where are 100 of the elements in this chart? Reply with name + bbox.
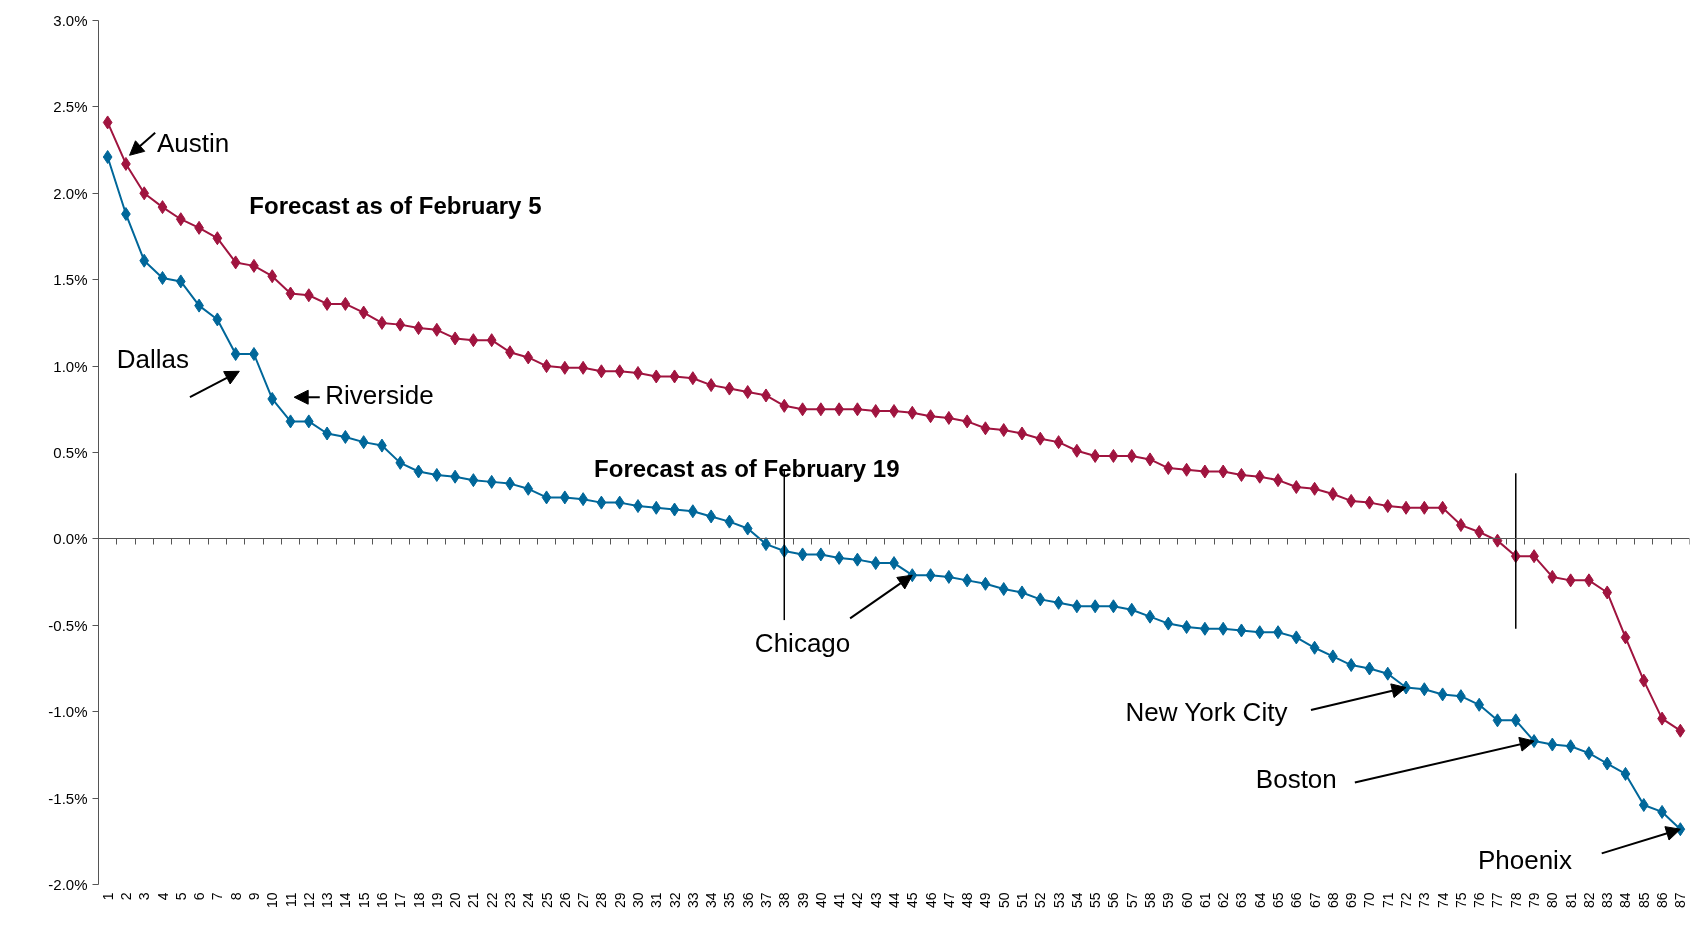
y-tick-label: 3.0%: [53, 12, 88, 29]
x-tick-label: 3: [136, 892, 153, 901]
x-tick-label: 27: [575, 892, 592, 909]
x-tick-label: 85: [1635, 892, 1652, 909]
x-tick-label: 80: [1544, 892, 1561, 909]
x-tick-label: 23: [501, 892, 518, 909]
x-tick-label: 32: [666, 892, 683, 909]
y-tick-label: 1.5%: [53, 271, 88, 289]
x-tick-label: 65: [1270, 892, 1287, 909]
x-tick-label: 20: [447, 892, 464, 909]
x-tick-label: 41: [831, 892, 848, 909]
x-tick-label: 40: [812, 892, 829, 909]
x-tick-label: 70: [1361, 892, 1378, 909]
y-tick-label: 0.5%: [53, 444, 88, 461]
x-tick-label: 19: [428, 892, 445, 909]
x-tick-label: 82: [1580, 892, 1597, 909]
x-tick-label: 86: [1654, 892, 1671, 909]
x-tick-label: 10: [264, 892, 281, 909]
x-tick-label: 28: [593, 892, 610, 909]
y-tick-label: 2.0%: [53, 184, 88, 202]
annotation: New York City: [1125, 696, 1288, 727]
series-label: Forecast as of February 5: [249, 191, 542, 219]
annotation: Riverside: [325, 380, 434, 411]
x-tick-label: 72: [1398, 892, 1415, 909]
x-tick-label: 53: [1050, 892, 1067, 909]
x-tick-label: 6: [191, 892, 208, 901]
x-tick-label: 34: [703, 892, 720, 909]
x-tick-label: 58: [1142, 892, 1159, 909]
x-tick-label: 52: [1032, 892, 1049, 909]
x-tick-label: 12: [300, 892, 317, 909]
x-tick-label: 49: [977, 892, 994, 909]
x-tick-label: 48: [959, 892, 976, 909]
x-tick-label: 38: [776, 892, 793, 909]
x-tick-label: 4: [154, 892, 171, 901]
x-tick-label: 22: [483, 892, 500, 909]
annotation: Boston: [1255, 764, 1337, 795]
x-tick-label: 74: [1434, 892, 1451, 909]
x-tick-label: 1: [99, 892, 116, 901]
x-tick-label: 60: [1178, 892, 1195, 909]
x-tick-label: 8: [227, 892, 244, 901]
x-tick-label: 7: [209, 892, 226, 901]
x-tick-label: 83: [1599, 892, 1616, 909]
y-tick-label: 1.0%: [53, 357, 88, 375]
x-tick-label: 33: [684, 892, 701, 909]
x-tick-label: 42: [849, 892, 866, 909]
x-tick-label: 25: [538, 892, 555, 909]
x-tick-label: 35: [721, 892, 738, 909]
x-tick-label: 46: [922, 892, 939, 909]
x-tick-label: 29: [611, 892, 628, 909]
annotation: Chicago: [754, 627, 851, 658]
x-tick-label: 17: [392, 892, 409, 909]
x-tick-label: 30: [629, 892, 646, 909]
y-tick-label: -0.5%: [48, 616, 88, 634]
x-tick-label: 77: [1489, 892, 1506, 909]
x-tick-label: 9: [245, 892, 262, 901]
x-tick-label: 57: [1123, 892, 1140, 909]
x-tick-label: 26: [556, 892, 573, 909]
y-tick-label: -1.0%: [48, 703, 88, 721]
x-tick-label: 64: [1251, 892, 1268, 909]
x-tick-label: 68: [1324, 892, 1341, 909]
x-tick-label: 15: [355, 892, 372, 909]
x-tick-label: 43: [867, 892, 884, 909]
x-tick-label: 59: [1160, 892, 1177, 909]
x-tick-label: 87: [1672, 892, 1689, 909]
x-tick-label: 55: [1087, 892, 1104, 909]
x-tick-label: 56: [1105, 892, 1122, 909]
x-tick-label: 21: [465, 892, 482, 909]
x-tick-label: 63: [1233, 892, 1250, 909]
x-tick-label: 16: [373, 892, 390, 909]
x-tick-label: 11: [282, 892, 299, 908]
x-tick-label: 36: [739, 892, 756, 909]
x-tick-label: 79: [1526, 892, 1543, 909]
x-tick-label: 44: [886, 892, 902, 909]
x-tick-label: 62: [1215, 892, 1232, 909]
x-tick-label: 39: [794, 892, 811, 909]
x-tick-label: 76: [1471, 892, 1488, 909]
x-tick-label: 31: [648, 892, 665, 909]
x-tick-label: 69: [1343, 892, 1360, 909]
x-tick-label: 78: [1507, 892, 1524, 909]
x-tick-label: 47: [940, 892, 957, 909]
x-tick-label: 2: [117, 892, 134, 901]
x-tick-label: 61: [1196, 892, 1213, 909]
x-tick-label: 51: [1014, 892, 1031, 909]
x-tick-label: 81: [1562, 892, 1579, 909]
y-tick-label: -1.5%: [48, 789, 88, 807]
y-tick-label: 0.0%: [53, 530, 88, 548]
x-tick-label: 75: [1452, 892, 1469, 909]
y-tick-label: -2.0%: [48, 876, 88, 893]
x-tick-label: 84: [1617, 892, 1634, 909]
x-tick-label: 24: [520, 892, 537, 909]
x-tick-label: 45: [904, 892, 921, 909]
x-tick-label: 66: [1288, 892, 1305, 909]
x-tick-label: 54: [1068, 892, 1085, 909]
x-tick-label: 13: [319, 892, 336, 909]
annotation: Dallas: [116, 344, 190, 375]
x-tick-label: 71: [1379, 892, 1396, 909]
y-tick-label: 2.5%: [53, 98, 88, 116]
x-tick-label: 73: [1416, 892, 1433, 909]
series-label: Forecast as of February 19: [594, 454, 900, 482]
x-tick-label: 50: [995, 892, 1012, 909]
